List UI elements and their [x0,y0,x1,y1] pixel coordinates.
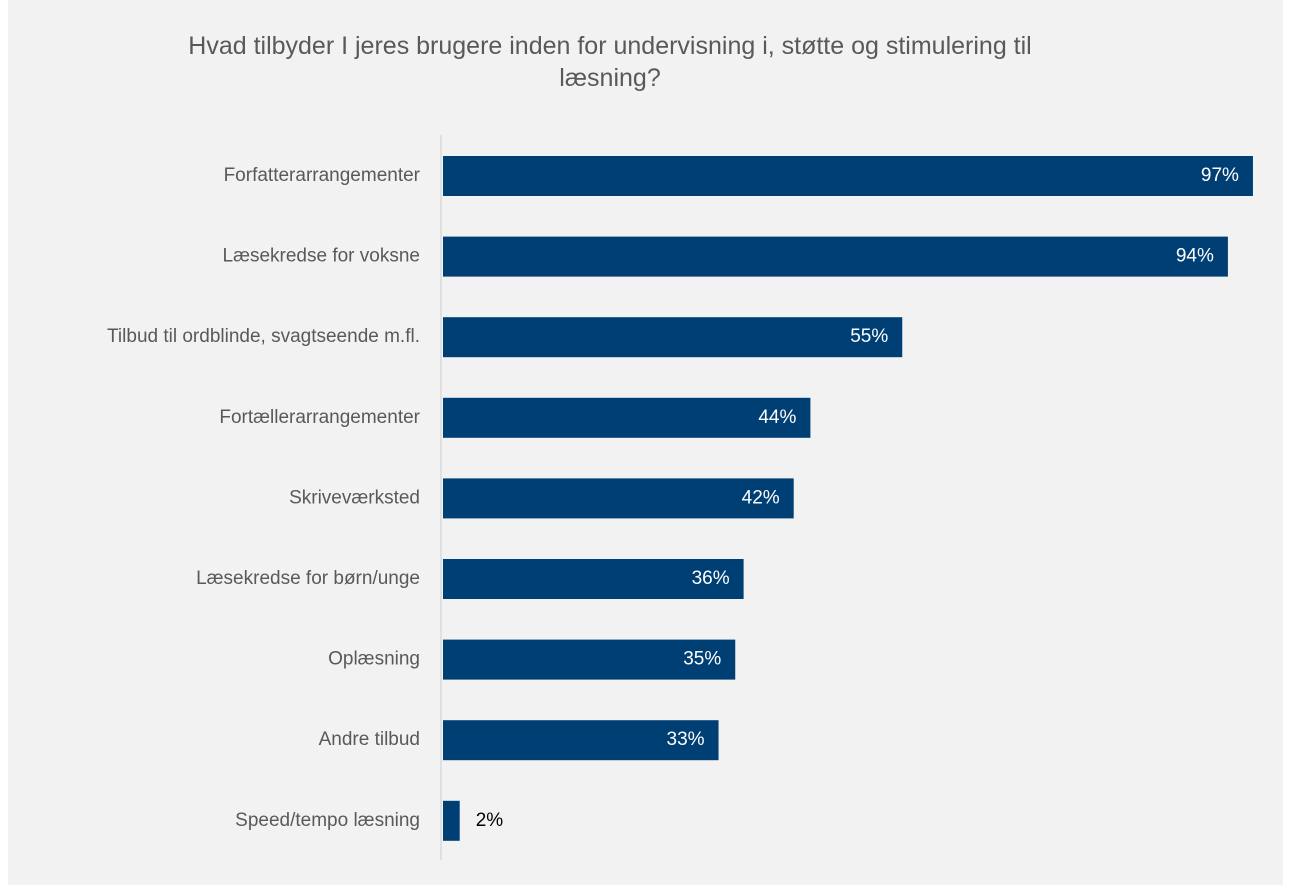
value-label: 2% [476,810,504,831]
bar [443,397,811,438]
bar [443,156,1253,196]
value-label: 44% [758,407,796,428]
bar [443,800,460,841]
value-label: 94% [1176,246,1214,267]
chart-title: Hvad tilbyder I jeres brugere inden for … [188,32,1032,92]
value-label: 36% [692,568,730,589]
bar [443,720,719,761]
bar [443,478,794,519]
value-label: 55% [850,326,888,347]
bar [443,236,1228,277]
category-label: Oplæsning [328,649,420,670]
value-label: 42% [742,487,780,508]
value-label: 35% [683,649,721,670]
category-label: Tilbud til ordblinde, svagtseende m.fl. [107,326,420,347]
bar [443,639,736,680]
category-label: Læsekredse for børn/unge [196,568,420,589]
category-label: Fortællerarrangementer [219,407,420,428]
bar [443,559,744,599]
category-label: Speed/tempo læsning [235,810,420,831]
category-label: Forfatterarrangementer [224,165,421,186]
value-label: 33% [667,729,705,750]
category-label: Skriveværksted [289,487,420,508]
category-label: Læsekredse for voksne [223,246,421,267]
bar [443,317,903,358]
category-label: Andre tilbud [319,729,420,750]
value-label: 97% [1201,165,1239,186]
